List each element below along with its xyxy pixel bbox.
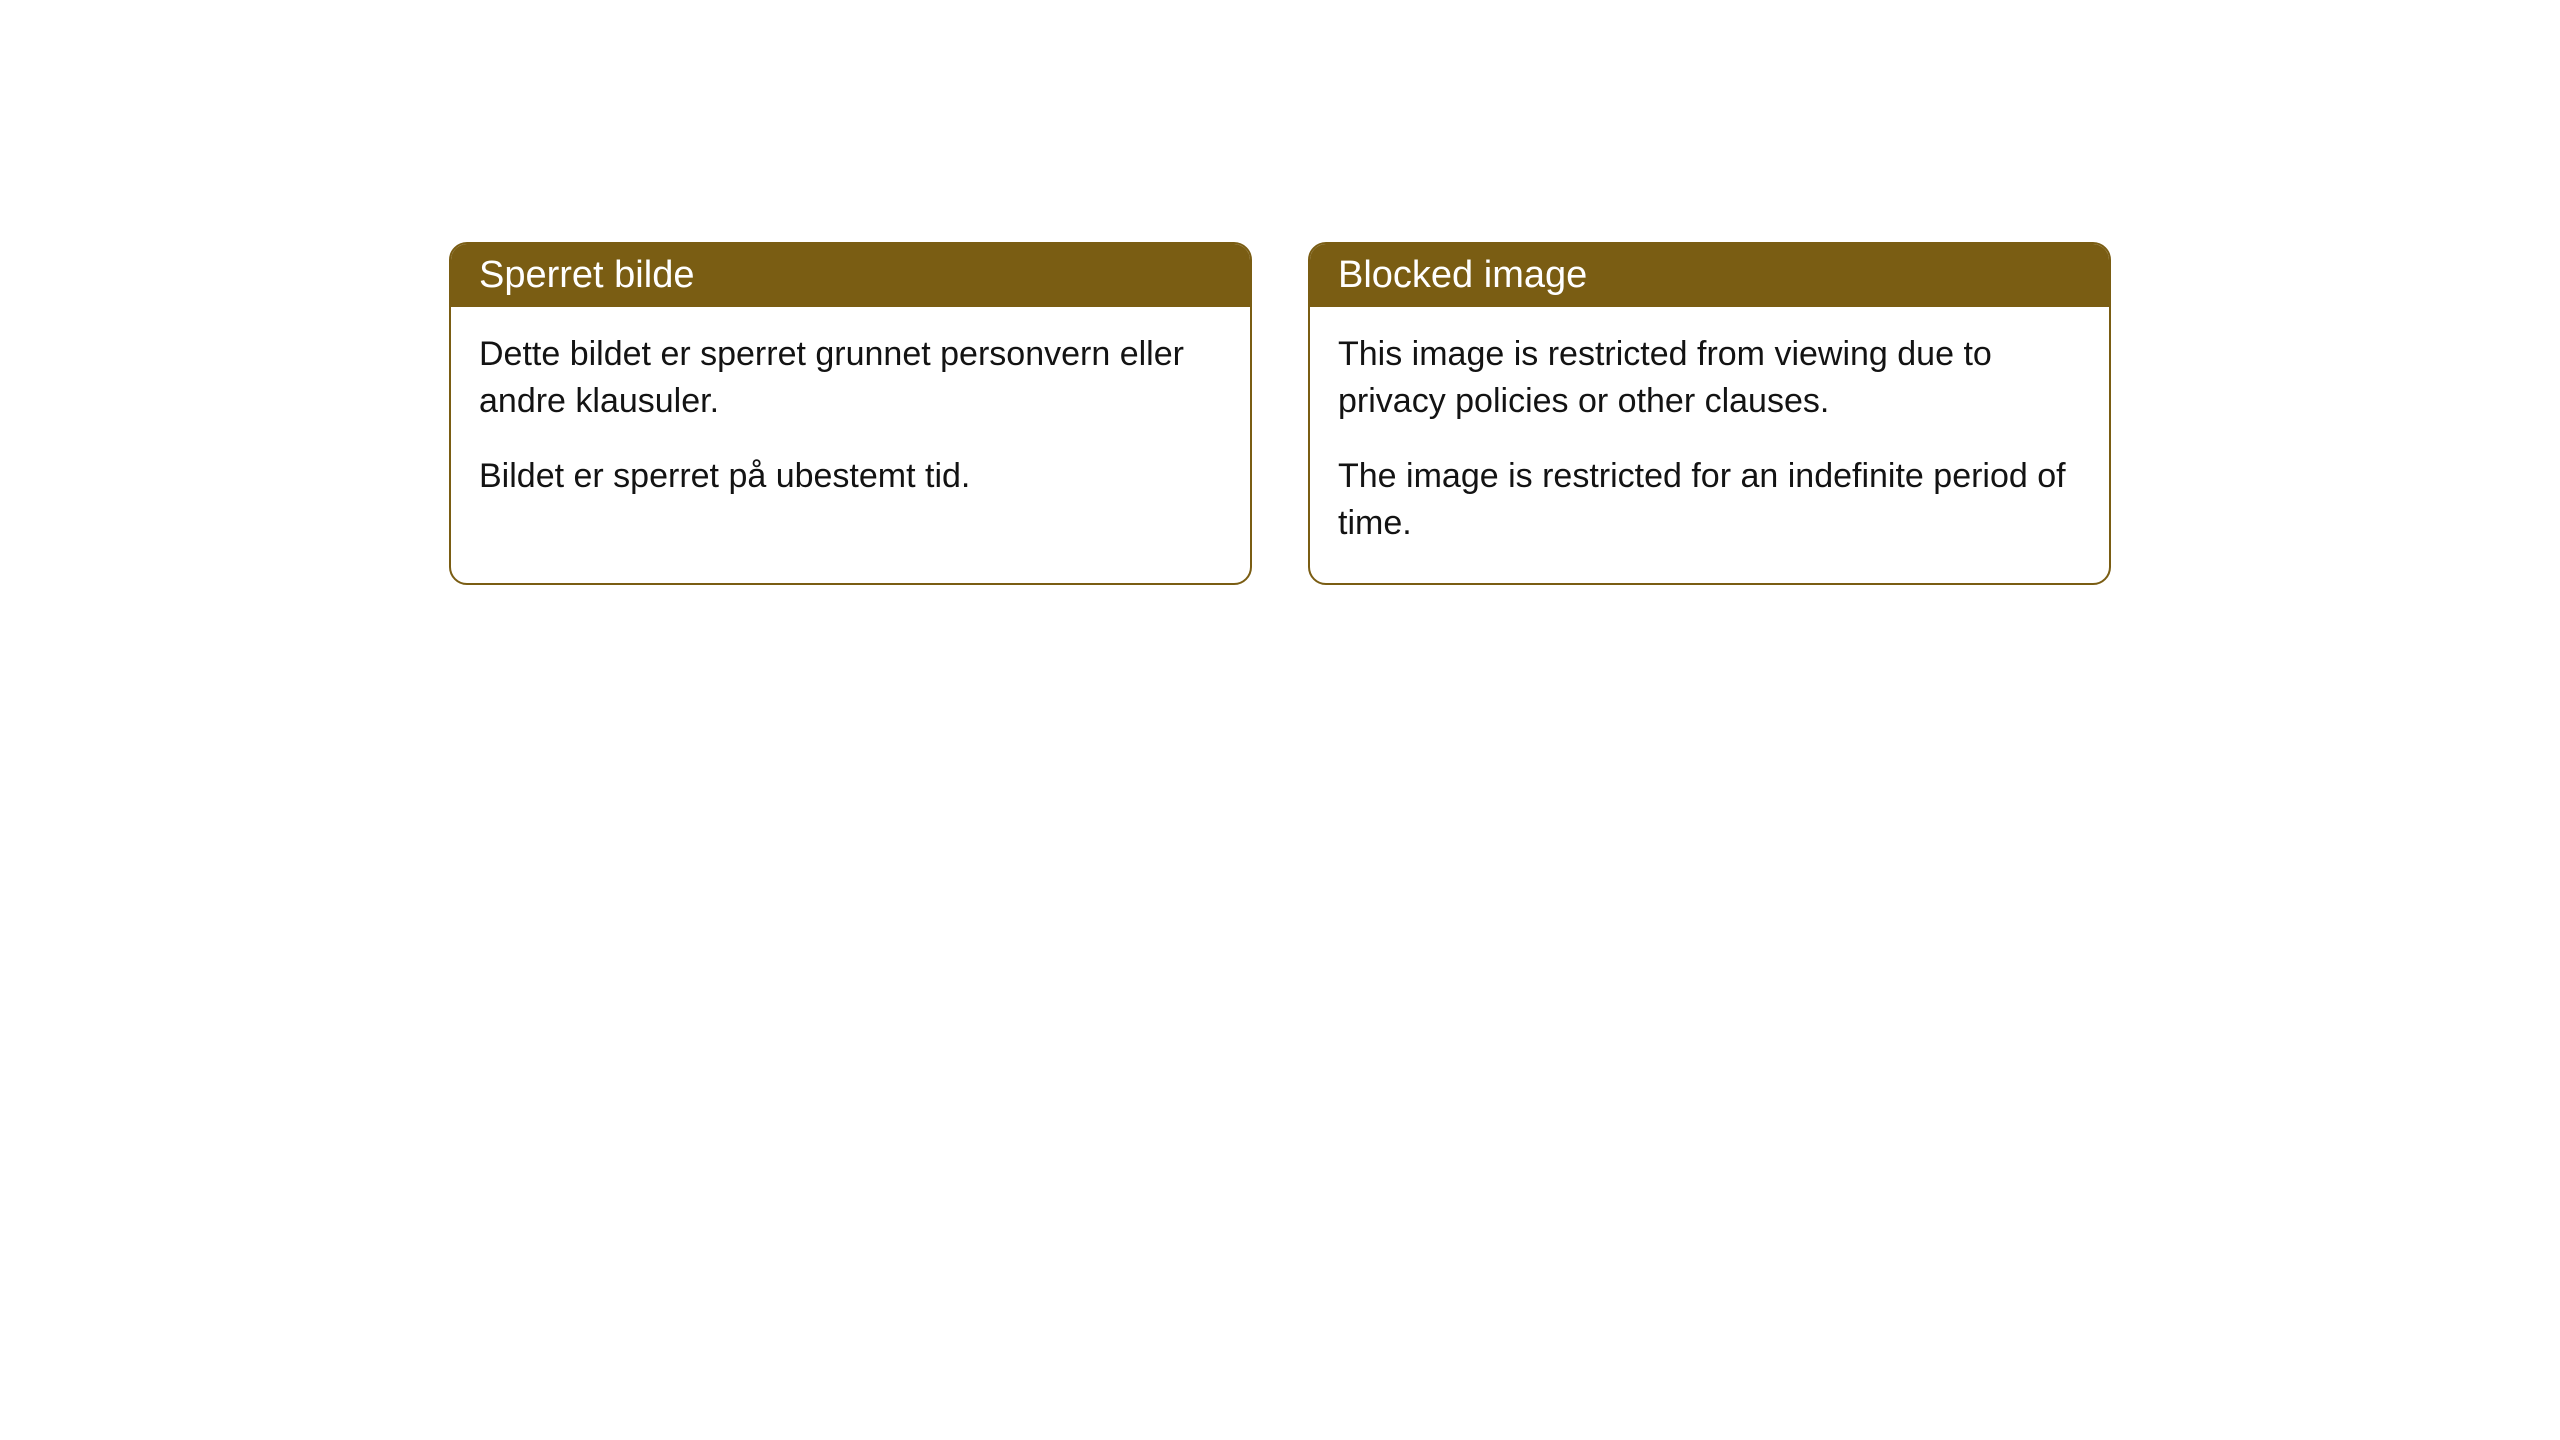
card-body-norwegian: Dette bildet er sperret grunnet personve…	[451, 307, 1250, 536]
card-header-norwegian: Sperret bilde	[451, 244, 1250, 307]
card-paragraph: The image is restricted for an indefinit…	[1338, 453, 2081, 547]
card-title: Sperret bilde	[479, 254, 694, 296]
notice-cards-container: Sperret bilde Dette bildet er sperret gr…	[0, 0, 2560, 585]
card-header-english: Blocked image	[1310, 244, 2109, 307]
notice-card-english: Blocked image This image is restricted f…	[1308, 242, 2111, 585]
card-paragraph: Bildet er sperret på ubestemt tid.	[479, 453, 1222, 500]
notice-card-norwegian: Sperret bilde Dette bildet er sperret gr…	[449, 242, 1252, 585]
card-paragraph: This image is restricted from viewing du…	[1338, 331, 2081, 425]
card-body-english: This image is restricted from viewing du…	[1310, 307, 2109, 583]
card-paragraph: Dette bildet er sperret grunnet personve…	[479, 331, 1222, 425]
card-title: Blocked image	[1338, 254, 1587, 296]
